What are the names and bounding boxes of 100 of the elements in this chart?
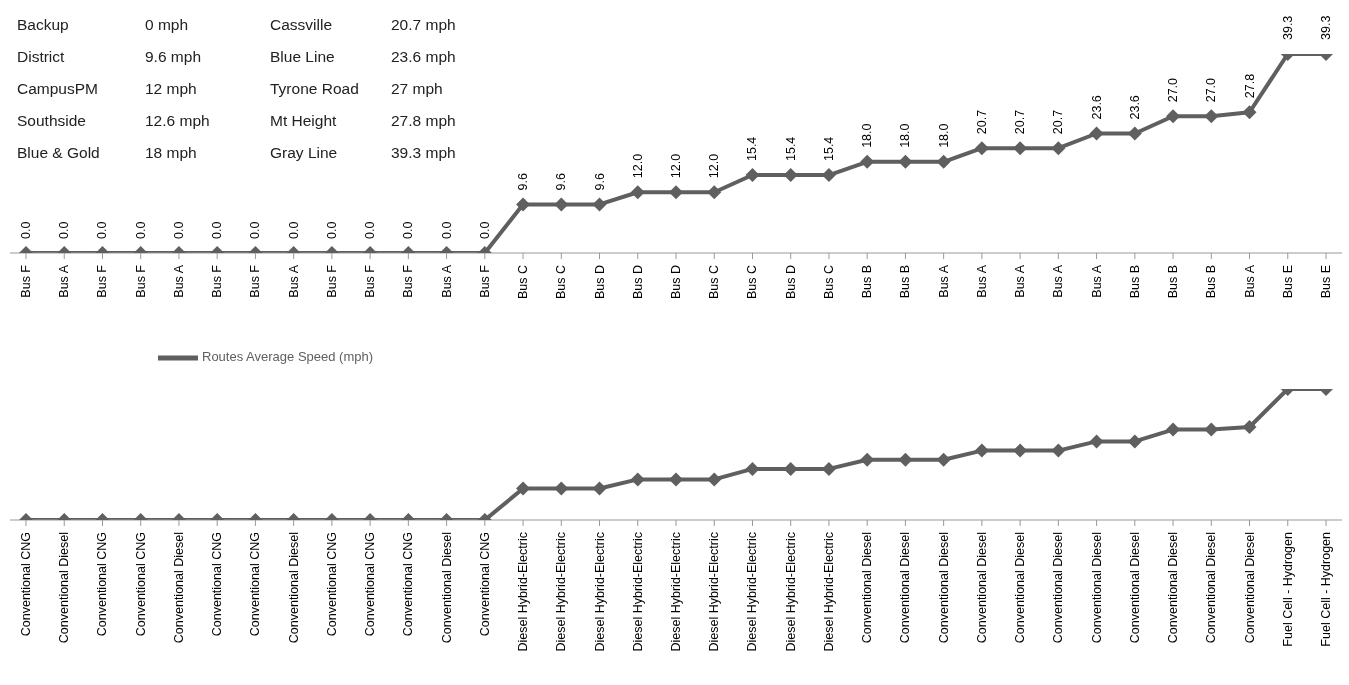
x-tick-label: Conventional Diesel (898, 532, 913, 644)
data-label: 20.7 (1013, 109, 1028, 135)
data-label: 18.0 (936, 123, 951, 148)
x-tick-label: Bus A (1089, 264, 1104, 298)
data-label: 15.4 (783, 136, 798, 162)
data-label: 15.4 (821, 136, 836, 162)
x-tick-label: Bus F (210, 264, 225, 298)
data-label: 12.0 (669, 153, 683, 179)
x-tick-label: Conventional Diesel (860, 532, 875, 644)
data-label: 12.0 (630, 153, 645, 179)
x-tick-label: Conventional Diesel (171, 532, 186, 644)
data-label: 39.3 (1319, 15, 1333, 40)
data-label: 9.6 (592, 172, 607, 191)
annotation: Tyrone Road (270, 80, 360, 98)
data-label: 9.6 (554, 172, 569, 191)
point (630, 185, 645, 200)
point (1204, 422, 1219, 437)
annotation: Blue Line (270, 48, 336, 66)
text: Cassville (270, 16, 333, 34)
x-tick-label: Conventional CNG (248, 532, 263, 637)
x-tick-label: Conventional Diesel (1127, 532, 1142, 644)
x-tick-label: Bus A (1051, 264, 1066, 298)
x-tick-label: Bus D (669, 265, 683, 300)
point (554, 481, 569, 496)
x-tick-label: Bus F (363, 264, 378, 298)
point (1127, 126, 1142, 141)
x-tick-label: Conventional Diesel (1089, 532, 1104, 644)
x-tick-label: Bus C (745, 265, 760, 300)
x-tick-label: Conventional CNG (363, 532, 378, 637)
x-tick-label: Bus D (630, 265, 645, 300)
annotation: 23.6 mph (391, 48, 457, 66)
x-tick-label: Conventional Diesel (936, 532, 951, 644)
point (592, 197, 607, 212)
x-tick-label: Conventional Diesel (286, 532, 301, 644)
point (745, 168, 760, 183)
point (707, 472, 722, 487)
data-label: 0.0 (439, 221, 454, 239)
x-tick-label: Conventional CNG (133, 532, 148, 637)
legend-label: Routes Average Speed (mph) (202, 349, 374, 365)
x-tick-label: Bus C (707, 265, 722, 300)
x-tick-label: Bus F (324, 264, 339, 298)
point (669, 472, 683, 487)
data-label: 0.0 (171, 221, 186, 239)
point (1166, 109, 1181, 124)
x-tick-label: Bus F (477, 264, 492, 298)
data-label: 23.6 (1089, 95, 1104, 120)
annotation: Blue & Gold (17, 144, 101, 162)
x-tick-label: Bus B (1127, 265, 1142, 299)
x-tick-label: Bus E (1319, 265, 1333, 299)
x-tick-label: Bus A (974, 264, 989, 298)
data-label: 0.0 (133, 221, 148, 239)
point (1089, 434, 1104, 449)
data-label: 0.0 (95, 221, 110, 239)
x-tick-label: Diesel Hybrid-Electric (630, 532, 645, 652)
point (898, 452, 913, 467)
point (860, 452, 875, 467)
x-tick-label: Bus A (171, 264, 186, 298)
annotation: 9.6 mph (145, 48, 202, 66)
x-tick-label: Conventional Diesel (1013, 532, 1028, 644)
point (1242, 419, 1257, 434)
text: 0 mph (145, 16, 190, 34)
x-tick-label: Bus F (133, 264, 148, 298)
data-label: 27.0 (1204, 77, 1219, 103)
point (707, 185, 722, 200)
annotation: Gray Line (270, 144, 339, 162)
point (783, 461, 798, 476)
x-tick-label: Bus F (19, 264, 33, 298)
x-tick-label: Bus C (554, 265, 569, 300)
annotation: Southside (17, 112, 87, 130)
annotation: 39.3 mph (391, 144, 457, 162)
x-tick-label: Bus B (1166, 265, 1181, 299)
x-tick-label: Bus D (592, 265, 607, 300)
data-label: 0.0 (363, 221, 378, 239)
data-label: 18.0 (898, 123, 913, 148)
x-tick-label: Bus B (860, 265, 875, 299)
x-tick-label: Bus F (248, 264, 263, 298)
x-tick-label: Bus D (783, 265, 798, 300)
data-label: 20.7 (1051, 109, 1066, 135)
data-label: 27.0 (1166, 77, 1181, 103)
point (516, 481, 531, 496)
data-label: 0.0 (401, 221, 416, 239)
x-tick-label: Diesel Hybrid-Electric (707, 532, 722, 652)
data-label: 0.0 (477, 221, 492, 239)
x-tick-label: Bus A (57, 264, 72, 298)
data-label: 27.8 (1242, 73, 1257, 99)
text: 20.7 mph (391, 16, 457, 34)
point (974, 141, 989, 156)
x-tick-label: Diesel Hybrid-Electric (592, 532, 607, 652)
point (783, 168, 798, 183)
x-tick-label: Conventional Diesel (1204, 532, 1219, 644)
x-tick-label: Fuel Cell - Hydrogen (1280, 531, 1295, 647)
x-tick-label: Conventional Diesel (1166, 532, 1181, 644)
x-tick-label: Bus B (898, 265, 913, 299)
x-tick-label: Conventional CNG (324, 532, 339, 637)
x-tick-label: Bus F (95, 264, 110, 298)
x-tick-label: Bus C (821, 265, 836, 300)
point (554, 197, 569, 212)
x-tick-label: Conventional CNG (19, 532, 33, 637)
point (1166, 422, 1181, 437)
point (974, 443, 989, 458)
